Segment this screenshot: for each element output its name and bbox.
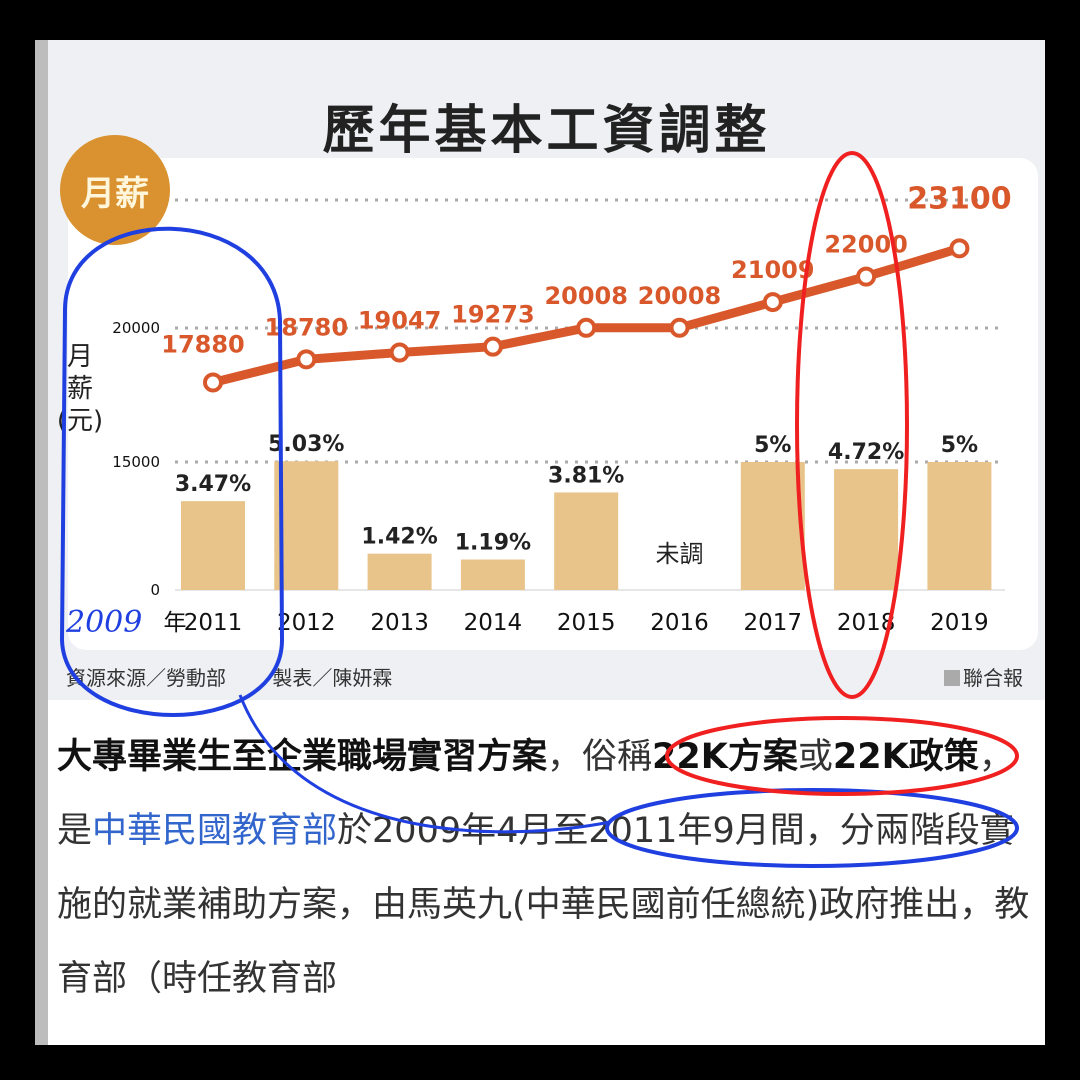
bar-2019 [927, 462, 992, 590]
salary-label-2014: 19273 [451, 301, 535, 329]
x-tick-label: 2019 [930, 610, 989, 636]
program-name: 大專畢業生至企業職場實習方案 [57, 737, 548, 777]
x-tick-label: 2018 [837, 610, 896, 636]
x-tick-label: 2016 [650, 610, 709, 636]
salary-label-2013: 19047 [358, 306, 442, 334]
bar-label-2018: 4.72% [828, 440, 904, 465]
publisher-credit: 聯合報 [944, 662, 1023, 691]
salary-point-2017 [762, 292, 783, 313]
x-tick-label: 2015 [557, 610, 616, 636]
bar-2015 [554, 492, 619, 590]
bar-2013 [367, 553, 432, 590]
salary-point-2016 [669, 317, 690, 338]
salary-point-2013 [389, 342, 410, 363]
source-credit: 資源來源／勞動部 [66, 666, 226, 690]
x-tick-label: 2011 [184, 610, 243, 636]
bar-label-2016: 未調 [656, 540, 704, 568]
salary-label-2019: 23100 [907, 181, 1011, 216]
bar-2014 [460, 559, 525, 590]
page: 歷年基本工資調整 月薪 20000 15000 0 月薪 (元) 3.47% 2011 5.0… [35, 40, 1045, 1045]
salary-label-2016: 20008 [638, 282, 722, 310]
text: 或 [797, 737, 833, 777]
program-alias-2: 22K政策 [832, 737, 979, 777]
x-tick-label: 2013 [370, 610, 429, 636]
y-axis-label: 月 [67, 342, 93, 372]
bar-2011 [181, 501, 245, 590]
scrollbar-strip [35, 40, 48, 1045]
salary-point-2014 [482, 336, 503, 357]
chart-canvas: 20000 15000 0 月薪(元) 3.47% 2011 5.03% 2012 1.42% 2… [57, 181, 1012, 636]
salary-point-2018 [856, 266, 877, 287]
bar-label-2015: 3.81% [548, 463, 624, 488]
chart-title: 歷年基本工資調整 [322, 101, 771, 161]
x-tick-label: 2012 [277, 610, 336, 636]
monthly-salary-badge: 月薪 [60, 135, 170, 245]
maker-credit: 製表／陳妍霖 [272, 666, 393, 690]
infographic: 歷年基本工資調整 月薪 20000 15000 0 月薪 (元) 3.47% 2011 5.0… [48, 40, 1045, 700]
text: ，俗稱 [547, 737, 653, 777]
y-tick-label: 20000 [112, 319, 160, 337]
salary-label-2018: 22000 [824, 231, 908, 259]
salary-point-2012 [296, 349, 317, 370]
salary-point-2011 [203, 372, 223, 393]
publisher-name: 聯合報 [963, 666, 1023, 690]
bar-label-2013: 1.42% [361, 525, 437, 550]
square-icon [944, 670, 960, 686]
y-tick-label: 0 [150, 581, 160, 599]
bar-label-2012: 5.03% [268, 432, 344, 457]
bar-label-2014: 1.19% [455, 531, 531, 556]
salary-label-2011: 17880 [161, 330, 245, 358]
bar-2017 [740, 462, 805, 590]
x-tick-label: 2014 [464, 610, 523, 636]
salary-label-2015: 20008 [544, 282, 628, 310]
bar-2018 [834, 469, 899, 590]
x-axis-suffix: 年 [164, 610, 187, 636]
x-tick-label: 2017 [744, 610, 803, 636]
salary-label-2012: 18780 [265, 313, 349, 341]
bar-2012 [274, 461, 339, 590]
salary-label-2017: 21009 [731, 256, 815, 284]
y-tick-label: 15000 [112, 453, 160, 471]
bar-label-2011: 3.47% [175, 472, 251, 497]
salary-point-2019 [949, 238, 970, 259]
bar-label-2019: 5% [941, 433, 978, 458]
program-alias: 22K方案 [652, 737, 798, 777]
chart-credits: 資源來源／勞動部 製表／陳妍霖 [66, 662, 432, 691]
article-paragraph: 大專畢業生至企業職場實習方案，俗稱22K方案或22K政策，是中華民國教育部於20… [57, 720, 1037, 1016]
y-axis-label: (元) [57, 406, 103, 436]
bar-label-2017: 5% [754, 433, 791, 458]
y-axis-label: 薪 [67, 374, 93, 404]
moe-link[interactable]: 中華民國教育部 [92, 811, 338, 851]
salary-point-2015 [576, 317, 597, 338]
